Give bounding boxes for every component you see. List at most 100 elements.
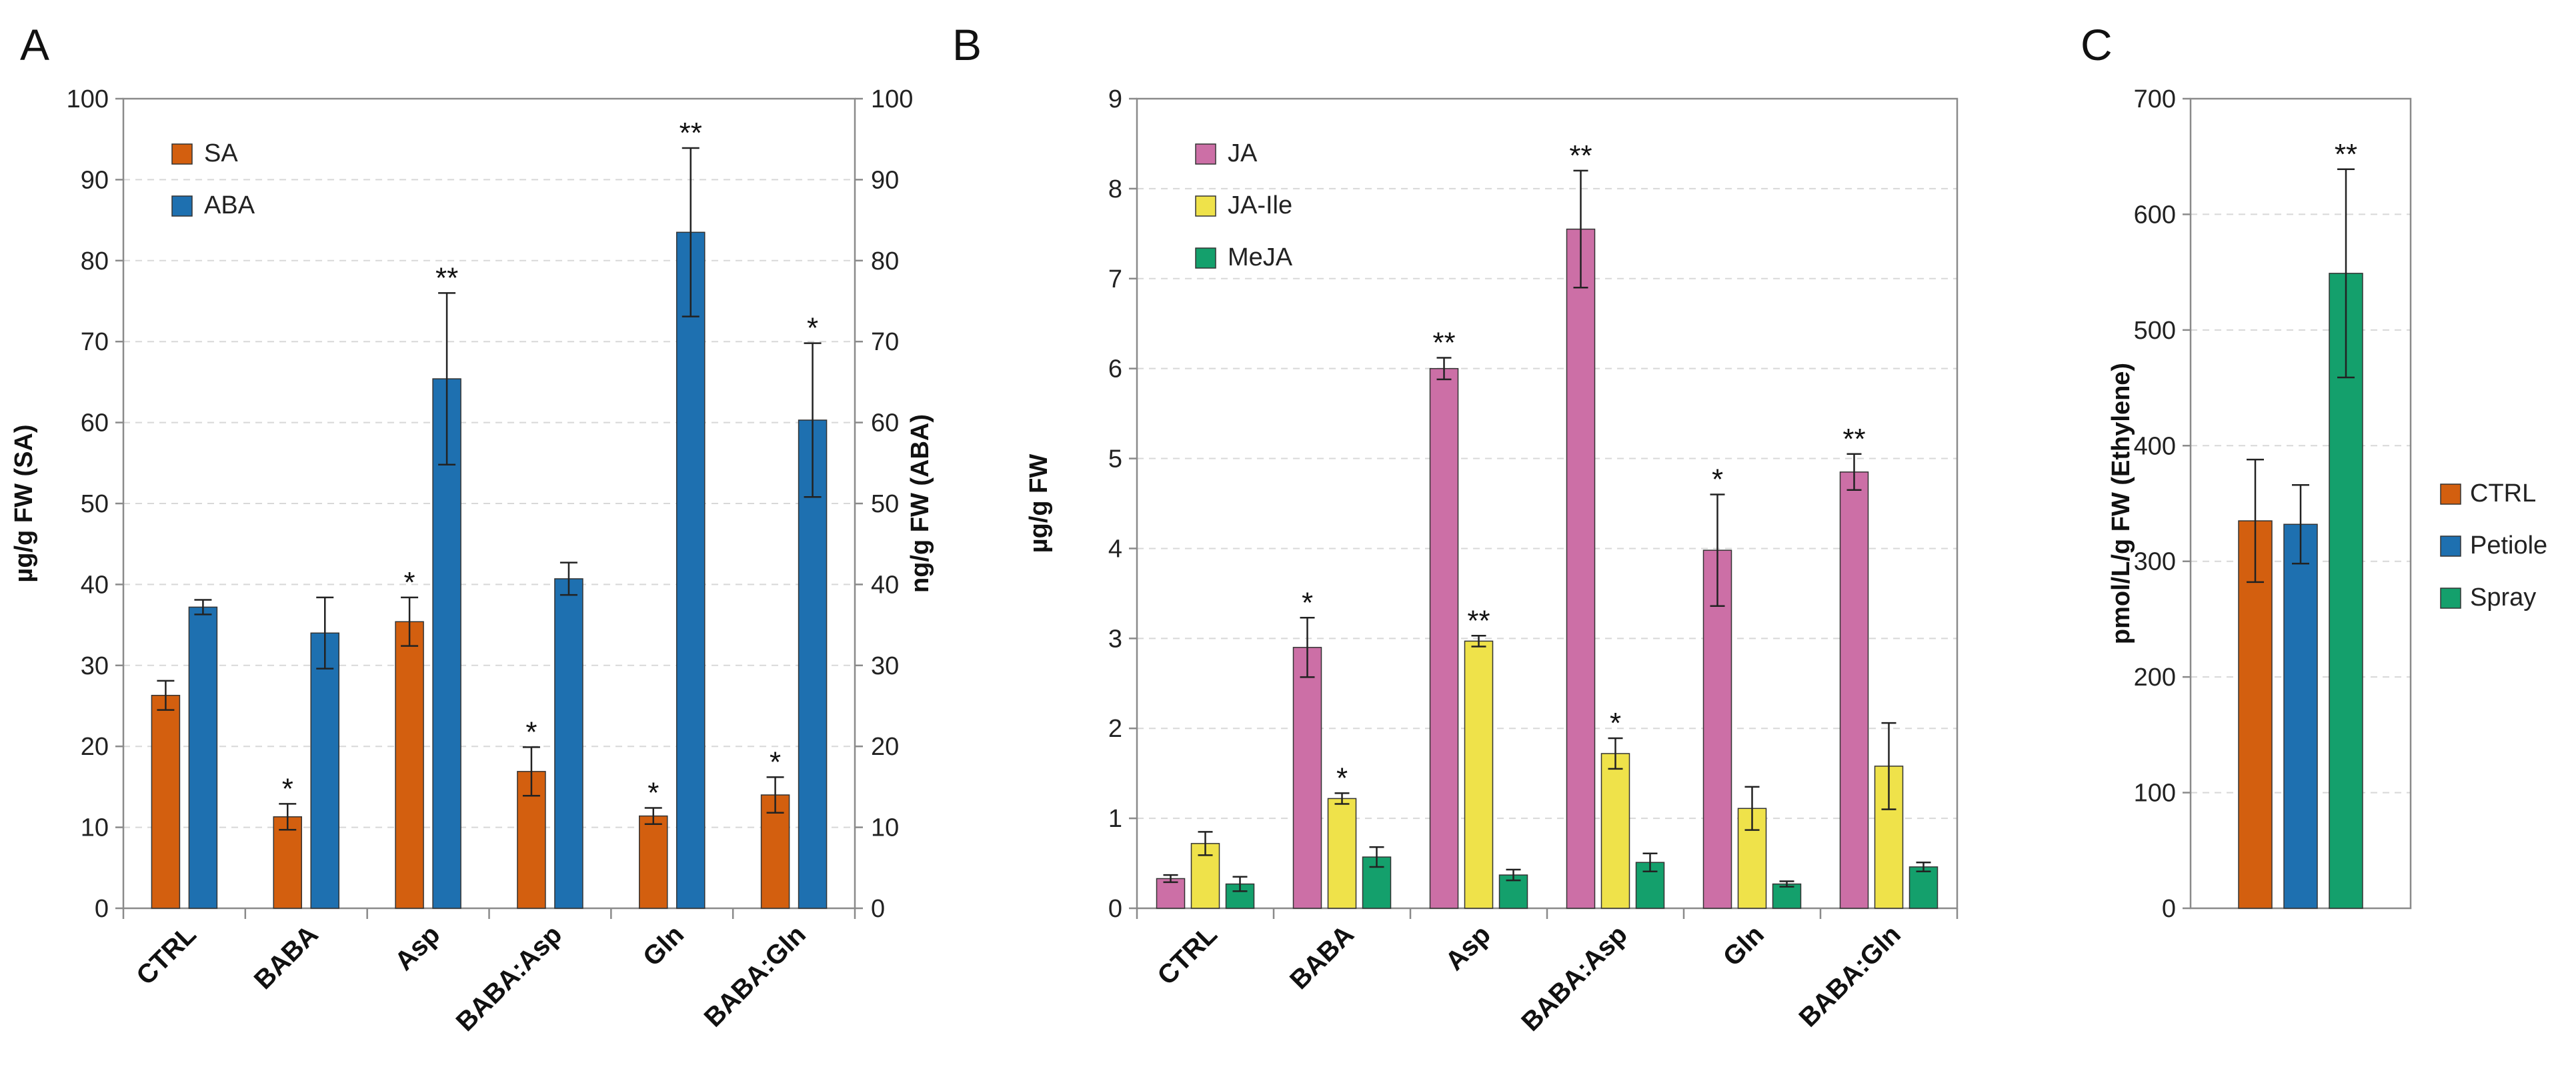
bar-aba [310, 632, 339, 909]
legend-swatch-spray [2440, 588, 2461, 609]
y-tick-label: 700 [2134, 85, 2176, 113]
bar-meja [1908, 866, 1939, 909]
y-tick-label: 20 [81, 733, 109, 761]
y-tick-label: 500 [2134, 317, 2176, 345]
bar-sa [639, 815, 668, 909]
y-tick-label: 80 [81, 247, 109, 275]
legend-swatch-aba [171, 195, 193, 217]
bar-ja [1156, 878, 1186, 909]
y-right-tick-label: 80 [871, 247, 899, 275]
bar-ja-ile [1737, 808, 1767, 909]
y-tick-label: 8 [1108, 175, 1122, 203]
y-right-tick-label: 20 [871, 733, 899, 761]
legend-label-sa: SA [204, 139, 238, 167]
y-right-tick-label: 40 [871, 571, 899, 599]
bar-ctrl [2238, 520, 2273, 909]
bar-ja-significance: ** [1569, 139, 1592, 172]
bar-ja-significance: * [1302, 586, 1313, 619]
bar-ja [1839, 471, 1869, 909]
bar-ja [1292, 647, 1322, 909]
bar-meja [1772, 883, 1802, 909]
bar-ja [1429, 367, 1459, 909]
y-right-axis-label: ng/g FW (ABA) [906, 414, 934, 593]
legend-swatch-sa [171, 143, 193, 165]
bar-ja-significance: ** [1432, 326, 1455, 359]
panel-label-a: A [20, 20, 49, 69]
legend-label-ja-ile: JA-Ile [1228, 191, 1292, 219]
bar-ja-ile [1464, 640, 1494, 909]
bar-aba-significance: ** [680, 117, 702, 149]
y-tick-label: 600 [2134, 201, 2176, 229]
y-tick-label: 7 [1108, 265, 1122, 293]
y-right-tick-label: 60 [871, 409, 899, 437]
y-right-tick-label: 50 [871, 490, 899, 518]
bar-ja [1566, 228, 1596, 909]
panel-c: 0 100 200 300 400 500 600 700 pmol/L/g FW (Ethyl… [2107, 85, 2547, 923]
y-right-tick-label: 100 [871, 85, 913, 113]
legend-swatch-ja-ile [1195, 195, 1216, 217]
bar-ja-ile-significance: ** [1467, 604, 1490, 637]
bar-ja-significance: ** [1842, 423, 1865, 455]
bar-aba [188, 606, 218, 909]
y-tick-label: 300 [2134, 548, 2176, 576]
y-right-tick-label: 30 [871, 652, 899, 680]
y-axis-label: pmol/L/g FW (Ethylene) [2107, 363, 2135, 644]
bar-aba [676, 231, 706, 909]
y-tick-label: 5 [1108, 445, 1122, 473]
y-right-tick-label: 70 [871, 328, 899, 356]
legend-swatch-meja [1195, 247, 1216, 269]
y-tick-label: 9 [1108, 85, 1122, 113]
y-tick-label: 100 [67, 85, 109, 113]
bar-sa-significance: * [525, 716, 537, 748]
bar-petiole [2283, 523, 2318, 909]
bar-sa [273, 816, 302, 909]
y-tick-label: 4 [1108, 535, 1122, 563]
bar-sa [395, 621, 424, 909]
y-tick-label: 10 [81, 814, 109, 842]
y-tick-label: 400 [2134, 432, 2176, 460]
y-right-tick-label: 10 [871, 814, 899, 842]
y-tick-label: 200 [2134, 664, 2176, 692]
bar-spray-significance: ** [2335, 138, 2357, 171]
y-tick-label: 90 [81, 166, 109, 194]
legend-swatch-petiole [2440, 535, 2461, 557]
bar-sa-significance: * [770, 746, 781, 778]
legend-label-petiole: Petiole [2470, 531, 2547, 560]
panel-label-c: C [2081, 20, 2113, 69]
bar-aba [554, 578, 583, 909]
y-tick-label: 50 [81, 490, 109, 518]
legend-swatch-ja [1195, 143, 1216, 165]
bar-aba [798, 419, 828, 909]
bar-aba-significance: * [807, 312, 818, 345]
legend-label-ctrl: CTRL [2470, 479, 2536, 507]
bar-ja-ile [1600, 753, 1630, 909]
legend-swatch-ctrl [2440, 483, 2461, 505]
y-axis-label: µg/g FW [1025, 454, 1053, 554]
legend-label-spray: Spray [2470, 584, 2536, 612]
y-tick-label: 70 [81, 328, 109, 356]
bar-sa-significance: * [404, 566, 415, 599]
y-tick-label: 6 [1108, 355, 1122, 383]
bar-sa-significance: * [282, 772, 293, 805]
y-tick-label: 0 [1108, 895, 1122, 923]
y-tick-label: 40 [81, 571, 109, 599]
y-tick-label: 1 [1108, 805, 1122, 833]
legend-label-ja: JA [1228, 139, 1258, 167]
bar-ja-ile [1327, 798, 1357, 909]
bar-ja-significance: * [1712, 463, 1723, 496]
bar-spray [2329, 273, 2363, 909]
y-tick-label: 3 [1108, 625, 1122, 653]
bar-aba-significance: ** [435, 261, 458, 294]
legend-label-aba: ABA [204, 191, 255, 219]
y-right-tick-label: 90 [871, 166, 899, 194]
y-tick-label: 0 [2162, 895, 2176, 923]
y-right-tick-label: 0 [871, 895, 885, 923]
bar-meja [1635, 862, 1665, 909]
y-tick-label: 30 [81, 652, 109, 680]
bar-sa [760, 794, 790, 909]
y-tick-label: 0 [95, 895, 109, 923]
y-tick-label: 60 [81, 409, 109, 437]
panel-label-b: B [952, 20, 982, 69]
